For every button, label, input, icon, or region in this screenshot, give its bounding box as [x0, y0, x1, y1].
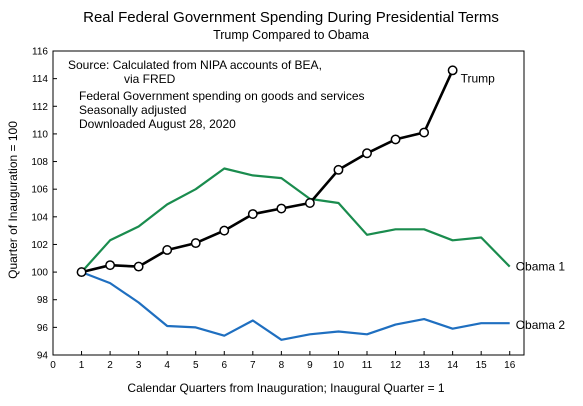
y-tick-label: 100: [31, 268, 48, 279]
series-line-trump: [81, 69, 454, 274]
data-point-trump: [276, 203, 287, 214]
data-point-trump: [362, 148, 372, 159]
data-point-trump: [419, 127, 430, 138]
data-point-trump: [247, 209, 258, 220]
axis-ticks: 0 1 2 3 4 5 6 7 8 9 10 11 12 13 14 15 169496981001021041…: [31, 47, 515, 372]
y-tick-label: 112: [32, 102, 48, 113]
source-annotation: Source: Calculated from NIPA accounts of…: [68, 58, 365, 131]
x-tick-label: 11: [362, 360, 373, 371]
series-label-obama-1: Obama 1: [516, 260, 566, 274]
y-tick-label: 114: [32, 74, 48, 85]
series-label-trump: Trump: [461, 71, 496, 85]
data-point-trump: [105, 260, 116, 271]
series-line-obama-1: [80, 167, 511, 273]
annotation-source-line: Source: Calculated from NIPA accounts of…: [68, 58, 322, 72]
y-tick-label: 116: [32, 47, 48, 58]
x-tick-label: 6: [221, 360, 227, 371]
annotation-download-date: Downloaded August 28, 2020: [79, 117, 236, 131]
annotation-seasonal: Seasonally adjusted: [79, 103, 186, 117]
chart-subtitle: Trump Compared to Obama: [213, 28, 369, 42]
y-tick-label: 108: [31, 157, 48, 168]
data-point-trump: [219, 225, 230, 236]
annotation-via-fred: via FRED: [124, 72, 176, 86]
plot-frame: [52, 50, 525, 356]
x-tick-label: 1: [79, 360, 85, 371]
y-tick-label: 96: [37, 323, 49, 334]
data-point-trump: [390, 134, 401, 145]
series-line-obama-2: [81, 271, 510, 341]
x-tick-label: 0: [50, 360, 56, 371]
y-tick-label: 104: [31, 212, 48, 223]
series-obama-1: Obama 1: [80, 167, 566, 274]
data-point-trump: [333, 164, 344, 175]
x-tick-label: 13: [419, 360, 431, 371]
y-tick-label: 98: [37, 295, 49, 306]
y-tick-label: 94: [37, 351, 49, 362]
x-tick-label: 15: [476, 360, 488, 371]
x-tick-label: 16: [504, 360, 516, 371]
x-tick-label: 2: [107, 360, 113, 371]
x-tick-label: 5: [193, 360, 199, 371]
annotation-spending-type: Federal Government spending on goods and…: [79, 89, 365, 103]
x-tick-label: 10: [333, 360, 345, 371]
series-obama-2: Obama 2: [81, 271, 566, 341]
x-tick-label: 12: [390, 360, 402, 371]
y-tick-label: 102: [31, 240, 48, 251]
series-layer: Obama 1 Obama 2 Trump: [76, 65, 566, 341]
x-tick-label: 3: [136, 360, 142, 371]
x-tick-label: 9: [307, 360, 313, 371]
chart-title: Real Federal Government Spending During …: [83, 9, 499, 26]
data-point-trump: [447, 65, 458, 76]
x-tick-label: 8: [279, 360, 285, 371]
x-axis-label: Calendar Quarters from Inauguration; Ina…: [127, 381, 445, 395]
data-point-trump: [162, 245, 173, 255]
x-tick-label: 14: [447, 360, 459, 371]
data-point-trump: [76, 267, 87, 278]
x-tick-label: 4: [164, 360, 170, 371]
data-point-trump: [190, 238, 201, 249]
series-trump: Trump: [76, 65, 496, 278]
y-tick-label: 106: [31, 185, 48, 196]
data-point-trump: [304, 198, 315, 208]
data-point-trump: [133, 261, 144, 272]
series-label-obama-2: Obama 2: [516, 318, 566, 332]
y-tick-label: 110: [32, 129, 48, 140]
x-tick-label: 7: [250, 360, 256, 371]
y-axis-label: Quarter of Inauguration = 100: [6, 121, 20, 279]
